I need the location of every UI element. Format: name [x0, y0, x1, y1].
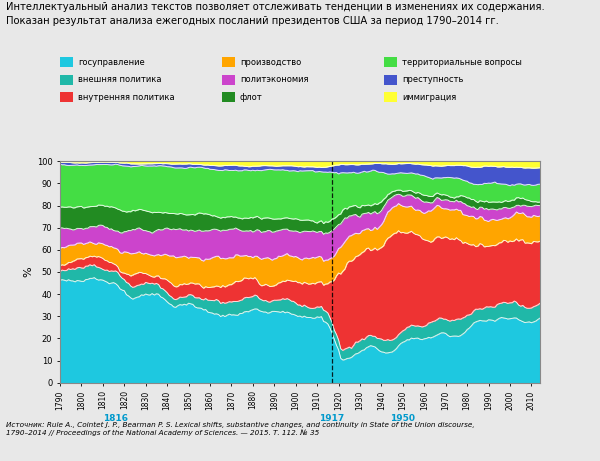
- Text: иммиграция: иммиграция: [402, 93, 456, 102]
- Text: Интеллектуальный анализ текстов позволяет отслеживать тенденции в изменениях их : Интеллектуальный анализ текстов позволяе…: [6, 2, 545, 12]
- Text: 1950: 1950: [391, 414, 415, 423]
- Text: преступность: преступность: [402, 75, 463, 84]
- Text: политэкономия: политэкономия: [240, 75, 308, 84]
- Text: Показан результат анализа ежегодных посланий президентов США за период 1790–2014: Показан результат анализа ежегодных посл…: [6, 16, 499, 26]
- Text: территориальные вопросы: территориальные вопросы: [402, 58, 522, 67]
- Y-axis label: %: %: [24, 266, 34, 278]
- Text: флот: флот: [240, 93, 263, 102]
- Text: 1917: 1917: [320, 414, 345, 423]
- Text: внутренняя политика: внутренняя политика: [78, 93, 175, 102]
- Text: Источник: Rule A., Cointet J. P., Bearman P. S. Lexical shifts, substantive chan: Источник: Rule A., Cointet J. P., Bearma…: [6, 422, 475, 436]
- Text: внешняя политика: внешняя политика: [78, 75, 161, 84]
- Text: госуправление: госуправление: [78, 58, 145, 67]
- Text: производство: производство: [240, 58, 301, 67]
- Text: 1816: 1816: [103, 414, 128, 423]
